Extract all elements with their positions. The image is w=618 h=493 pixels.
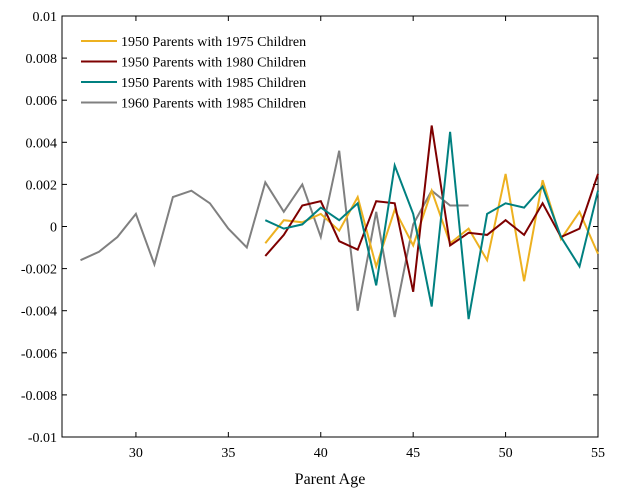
x-tick-label: 45	[406, 446, 420, 461]
y-tick-label: -0.01	[28, 431, 57, 446]
y-tick-label: -0.004	[21, 305, 57, 320]
y-tick-label: 0	[50, 221, 57, 236]
legend-label: 1950 Parents with 1975 Children	[121, 35, 306, 50]
y-tick-label: -0.006	[21, 347, 57, 362]
legend: 1950 Parents with 1975 Children 1950 Pare…	[81, 35, 306, 112]
y-tick-label: 0.002	[26, 178, 58, 193]
x-tick-label: 35	[221, 446, 235, 461]
x-axis-title: Parent Age	[295, 471, 366, 488]
y-tick-label: 0.004	[26, 136, 58, 151]
series-lines	[80, 125, 599, 320]
y-tick-label: 0.008	[26, 52, 58, 67]
x-tick-label: 50	[499, 446, 513, 461]
x-tick-label: 55	[591, 446, 605, 461]
series-line	[80, 150, 469, 318]
plot-area	[61, 15, 599, 438]
y-tick-label: 0.006	[26, 94, 58, 109]
y-tick-label: -0.002	[21, 263, 57, 278]
series-line	[264, 173, 599, 282]
axis-ticks: 30 35 40 45 50 55 -0.01 -0.008 -0.006 -0.004 -0.00…	[21, 10, 605, 461]
legend-label: 1950 Parents with 1980 Children	[121, 56, 306, 71]
series-line	[264, 131, 599, 320]
y-tick-label: -0.008	[21, 389, 57, 404]
legend-label: 1960 Parents with 1985 Children	[121, 97, 306, 112]
series-line	[264, 125, 599, 293]
legend-label: 1950 Parents with 1985 Children	[121, 76, 306, 91]
y-tick-label: 0.01	[33, 10, 58, 25]
x-tick-label: 40	[314, 446, 328, 461]
x-tick-label: 30	[129, 446, 143, 461]
